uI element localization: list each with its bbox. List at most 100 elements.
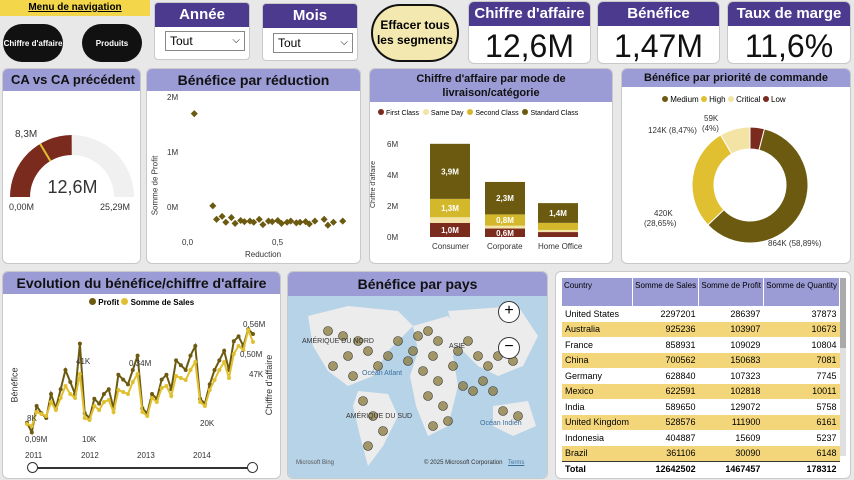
- evolution-point: [44, 414, 49, 418]
- table-cell: 286397: [730, 308, 761, 319]
- evolution-point: [212, 368, 217, 372]
- table-total-cell: 12642502: [655, 463, 696, 474]
- evolution-point: [212, 378, 217, 382]
- evolution-card: Evolution du bénéfice/chiffre d'affaire …: [2, 271, 281, 479]
- country-bubble: [443, 416, 453, 426]
- donut-chart: [691, 126, 809, 244]
- evolution-point: [135, 372, 140, 376]
- table-cell: Germany: [565, 370, 603, 381]
- table-row[interactable]: Germany 628840 107323 7745: [562, 368, 840, 384]
- evolution-point: [202, 404, 207, 408]
- bars-ytick: 6M: [387, 140, 399, 149]
- evolution-point: [121, 390, 126, 394]
- table-cell: 7081: [816, 355, 837, 366]
- map-title: Bénéfice par pays: [288, 272, 547, 296]
- table-cell: 2297201: [660, 308, 696, 319]
- bar-segment: [538, 203, 578, 223]
- country-bubble: [468, 386, 478, 396]
- evolution-point: [97, 408, 102, 412]
- evolution-point: [68, 380, 73, 384]
- scatter-point: [329, 218, 337, 226]
- evolution-point: [29, 424, 34, 428]
- table-row[interactable]: Indonesia 404887 15609 5237: [562, 430, 840, 446]
- bars-category: Corporate: [487, 242, 523, 251]
- bar-data-label: 3,9M: [441, 167, 459, 176]
- evolution-xtick: 2012: [81, 451, 99, 460]
- evolution-xtick: 2014: [193, 451, 211, 460]
- table-row[interactable]: Mexico 622591 102818 10011: [562, 383, 840, 399]
- map-terms-link[interactable]: Terms: [508, 460, 525, 466]
- scrollbar-thumb[interactable]: [840, 278, 846, 348]
- evolution-point: [164, 372, 169, 377]
- zoom-in-button[interactable]: +: [498, 301, 520, 323]
- table-cell: 15609: [735, 432, 761, 443]
- evolution-annotation: 10K: [82, 435, 97, 444]
- time-range-slider[interactable]: [33, 467, 253, 469]
- table-row[interactable]: France 858931 109029 10804: [562, 337, 840, 353]
- country-bubble: [363, 346, 373, 356]
- table-row[interactable]: Brazil 361106 30090 6148: [562, 445, 840, 461]
- table-row[interactable]: United Kingdom 528576 111900 6161: [562, 414, 840, 430]
- kpi-benefice-value: 1,47M: [614, 28, 703, 64]
- zoom-out-button[interactable]: −: [498, 337, 520, 359]
- country-bubble: [433, 336, 443, 346]
- country-bubble: [483, 361, 493, 371]
- legend-dot: [378, 109, 384, 115]
- scatter-point: [222, 218, 230, 226]
- table-row[interactable]: China 700562 150683 7081: [562, 352, 840, 368]
- evolution-annotation: 0,50M: [240, 350, 263, 359]
- nav-ca-button[interactable]: Chiffre d'affaire: [3, 24, 63, 62]
- scatter-point: [305, 220, 313, 228]
- evolution-point: [207, 382, 212, 387]
- slider-handle-start[interactable]: [27, 462, 38, 473]
- country-bubble: [373, 361, 383, 371]
- evolution-point: [77, 372, 82, 376]
- evolution-annotation: 0,56M: [243, 320, 266, 329]
- table-cell: France: [565, 339, 594, 350]
- gauge-chart: [10, 135, 134, 197]
- table-cell: 150683: [730, 355, 761, 366]
- legend-dot: [121, 298, 129, 305]
- bar-segment: [485, 214, 525, 226]
- table-header-cell[interactable]: Somme de Sales: [632, 278, 700, 306]
- evolution-point: [140, 410, 145, 414]
- table-row[interactable]: India 589650 129072 5758: [562, 399, 840, 415]
- slicer-mois-dropdown[interactable]: Tout ⌵: [273, 33, 353, 53]
- evolution-point: [58, 387, 63, 392]
- country-bubble: [488, 386, 498, 396]
- gauge-min-label: 0,00M: [9, 202, 35, 212]
- table-cell: 102818: [730, 386, 761, 397]
- slider-handle-end[interactable]: [247, 462, 258, 473]
- table-header-cell[interactable]: Somme de Profit: [698, 278, 764, 306]
- evolution-point: [236, 334, 241, 339]
- table-cell: Australia: [565, 324, 601, 335]
- table-header-cell[interactable]: Country: [562, 278, 633, 306]
- chevron-down-icon: ⌵: [340, 37, 348, 48]
- evolution-point: [125, 382, 130, 387]
- slicer-annee-value: Tout: [170, 34, 193, 48]
- evolution-line: [26, 327, 254, 436]
- evolution-point: [178, 363, 183, 368]
- world-map[interactable]: [288, 296, 548, 479]
- table-cell: United Kingdom: [565, 417, 630, 428]
- scatter-point: [339, 217, 347, 225]
- table-card: Country Somme de Sales Somme de Profit Somm…: [555, 271, 851, 479]
- evolution-point: [34, 404, 39, 408]
- nav-products-button[interactable]: Produits: [82, 24, 142, 62]
- evolution-point: [188, 368, 193, 372]
- evolution-point: [183, 378, 188, 382]
- map-label: ASIE: [449, 343, 465, 350]
- bar-segment: [485, 225, 525, 229]
- table-row[interactable]: Australia 925236 103907 10673: [562, 321, 840, 337]
- country-bubble: [478, 376, 488, 386]
- bars-ytick: 2M: [387, 202, 399, 211]
- country-bubble: [423, 391, 433, 401]
- evolution-point: [125, 392, 130, 396]
- table-header-cell[interactable]: Somme de Quantity: [763, 278, 841, 306]
- slicer-annee-dropdown[interactable]: Tout ⌵: [165, 31, 245, 51]
- country-bubble: [413, 331, 423, 341]
- table-row[interactable]: United States 2297201 286397 37873: [562, 306, 840, 322]
- table-scrollbar[interactable]: [840, 278, 846, 456]
- country-bubble: [338, 331, 348, 341]
- clear-filters-button[interactable]: Effacer tous les segments: [371, 4, 459, 62]
